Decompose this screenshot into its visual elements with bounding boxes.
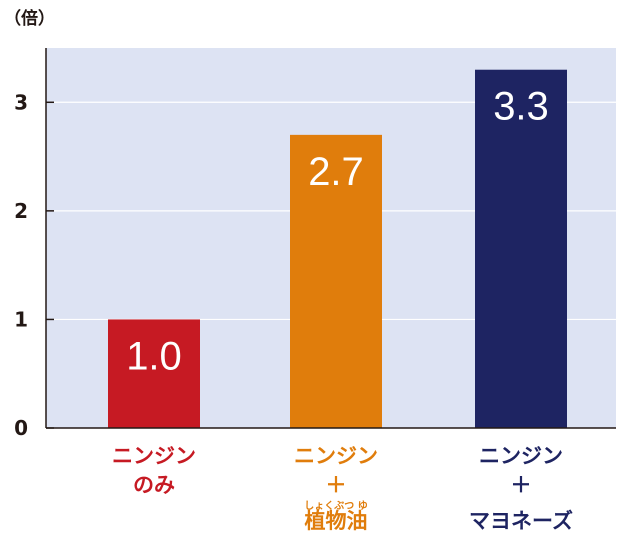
category-3-line-2: ＋ <box>511 473 532 497</box>
category-3-line-3: マヨネーズ <box>469 509 573 533</box>
y-tick-label-3: 3 <box>14 90 28 114</box>
category-2-line-1: ニンジン <box>294 444 378 468</box>
category-2-line-3: 植物油 <box>305 509 368 533</box>
category-3-line-1: ニンジン <box>479 444 563 468</box>
category-2-ruby: しょくぶつ ゆ <box>304 500 367 512</box>
bar-value-label-3: 3.3 <box>493 85 549 129</box>
bar-2 <box>290 134 382 428</box>
y-tick-label-0: 0 <box>14 416 28 440</box>
y-tick-label-2: 2 <box>14 199 28 223</box>
bar-value-label-2: 2.7 <box>308 150 364 194</box>
y-tick-label-1: 1 <box>14 307 28 331</box>
category-2-line-2: ＋ <box>326 473 347 497</box>
bar-value-label-1: 1.0 <box>126 334 182 378</box>
category-1-line-1: ニンジン <box>112 444 196 468</box>
category-1-line-2: のみ <box>133 473 175 497</box>
y-unit-label: （倍） <box>4 8 55 29</box>
bar-1 <box>108 319 200 428</box>
bar-3 <box>475 69 567 428</box>
